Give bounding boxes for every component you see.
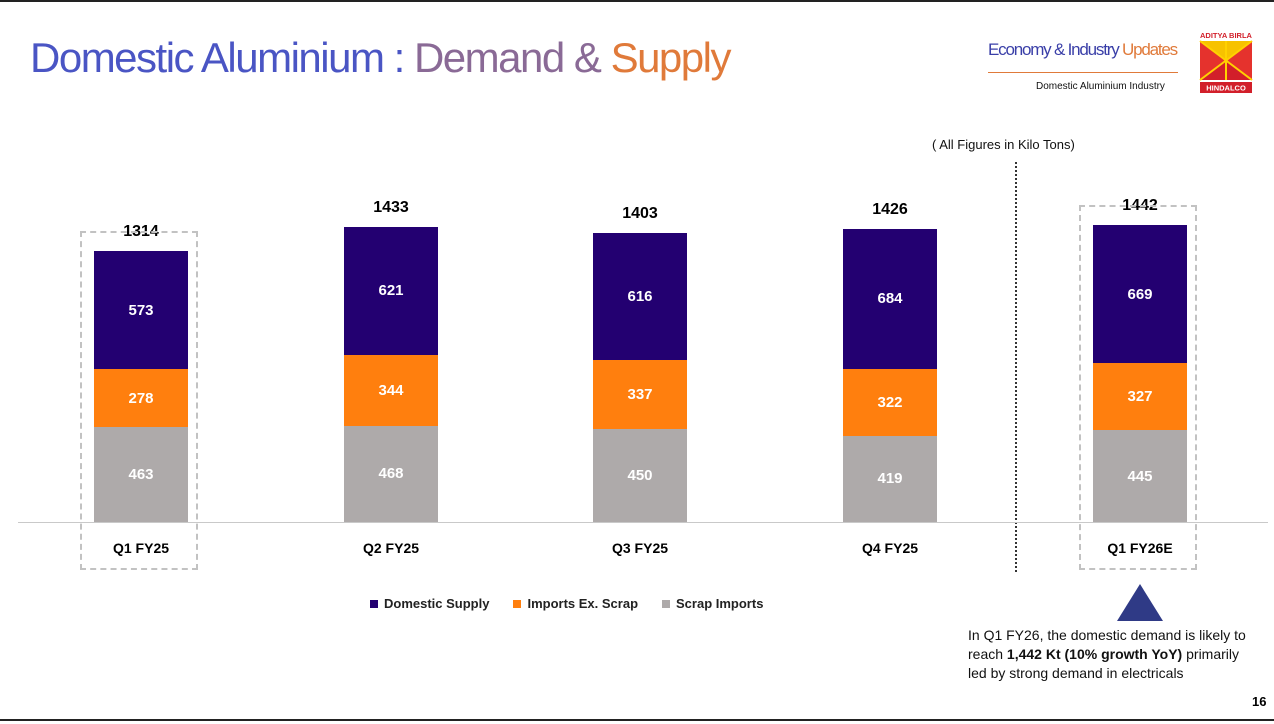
legend-label-imports-ex-scrap: Imports Ex. Scrap <box>527 596 639 611</box>
data-label-scrap-imports-q1-fy26e: 445 <box>1127 467 1153 485</box>
bar-scrap-imports-q1-fy26e: 445 <box>1093 430 1187 522</box>
bar-domestic-supply-q1-fy26e: 669 <box>1093 225 1187 363</box>
data-label-scrap-imports-q1-fy25: 463 <box>128 465 154 483</box>
x-axis-baseline <box>18 522 1268 523</box>
callout-text-after: primarily led by strong demand in electr… <box>968 646 1240 681</box>
econ-label-2: Updates <box>1122 40 1178 59</box>
total-label-q4-fy25: 1426 <box>872 200 908 218</box>
logo-text-top: ADITYA BIRLA <box>1200 31 1253 40</box>
data-label-domestic-supply-q3-fy25: 616 <box>627 287 653 305</box>
forecast-divider <box>1015 162 1017 572</box>
page-title: Domestic Aluminium : Demand & Supply <box>30 30 732 86</box>
data-label-domestic-supply-q4-fy25: 684 <box>877 290 903 308</box>
legend-label-domestic-supply: Domestic Supply <box>384 596 490 611</box>
total-label-q3-fy25: 1403 <box>622 205 658 223</box>
bar-scrap-imports-q1-fy25: 463 <box>94 426 188 522</box>
aditya-birla-logo: ADITYA BIRLA HINDALCO <box>1199 31 1253 93</box>
title-part-1: Domestic Aluminium : <box>30 34 414 81</box>
bar-scrap-imports-q3-fy25: 450 <box>593 429 687 522</box>
bar-imports-ex-scrap-q1-fy26e: 327 <box>1093 362 1187 431</box>
bar-scrap-imports-q2-fy25: 468 <box>344 425 438 522</box>
top-rule <box>0 0 1274 2</box>
chart-legend: Domestic Supply Imports Ex. Scrap Scrap … <box>370 596 763 611</box>
category-label-q1-fy25: Q1 FY25 <box>112 540 170 556</box>
bar-domestic-supply-q1-fy25: 573 <box>94 251 188 370</box>
industry-subtitle: Domestic Aluminium Industry <box>1036 81 1165 92</box>
data-label-domestic-supply-q2-fy25: 621 <box>378 282 404 300</box>
logo-text-bottom: HINDALCO <box>1206 84 1246 93</box>
legend-swatch-domestic-supply <box>370 599 378 608</box>
category-label-q4-fy25: Q4 FY25 <box>861 540 919 556</box>
highlight-box-q1-fy25 <box>80 231 198 570</box>
data-label-imports-ex-scrap-q1-fy26e: 327 <box>1127 388 1153 406</box>
legend-swatch-scrap-imports <box>662 599 671 608</box>
data-label-scrap-imports-q4-fy25: 419 <box>877 470 903 488</box>
legend-item-scrap-imports: Scrap Imports <box>662 596 763 611</box>
legend-swatch-imports-ex-scrap <box>513 599 522 608</box>
econ-underline <box>988 72 1178 73</box>
category-label-q3-fy25: Q3 FY25 <box>611 540 669 556</box>
page-number: 16 <box>1252 694 1267 709</box>
legend-label-scrap-imports: Scrap Imports <box>676 596 764 611</box>
data-label-scrap-imports-q3-fy25: 450 <box>627 467 653 485</box>
total-label-q2-fy25: 1433 <box>373 198 409 216</box>
bar-imports-ex-scrap-q1-fy25: 278 <box>94 369 188 427</box>
data-label-imports-ex-scrap-q2-fy25: 344 <box>378 381 404 399</box>
title-part-2: Demand & <box>413 34 611 81</box>
callout-text-bold: 1,442 Kt (10% growth YoY) <box>1006 646 1183 662</box>
economy-industry-updates: Economy & Industry Updates <box>988 40 1178 60</box>
econ-label-1: Economy & Industry <box>988 40 1123 59</box>
bar-domestic-supply-q4-fy25: 684 <box>843 228 937 370</box>
highlight-box-q1-fy26e <box>1079 205 1197 570</box>
title-part-3: Supply <box>610 34 732 81</box>
data-label-imports-ex-scrap-q4-fy25: 322 <box>877 394 903 412</box>
units-note: ( All Figures in Kilo Tons) <box>932 137 1075 152</box>
bar-domestic-supply-q2-fy25: 621 <box>344 226 438 355</box>
callout-pointer-triangle <box>1117 584 1163 621</box>
legend-item-domestic-supply: Domestic Supply <box>370 596 489 611</box>
bar-imports-ex-scrap-q4-fy25: 322 <box>843 369 937 436</box>
data-label-imports-ex-scrap-q1-fy25: 278 <box>128 389 154 407</box>
bar-domestic-supply-q3-fy25: 616 <box>593 233 687 360</box>
data-label-domestic-supply-q1-fy25: 573 <box>128 301 154 319</box>
data-label-domestic-supply-q1-fy26e: 669 <box>1127 285 1153 303</box>
callout-text-before: In Q1 FY26, the domestic demand is likel… <box>968 627 1246 662</box>
bar-imports-ex-scrap-q3-fy25: 337 <box>593 359 687 430</box>
legend-item-imports-ex-scrap: Imports Ex. Scrap <box>513 596 638 611</box>
data-label-scrap-imports-q2-fy25: 468 <box>378 465 404 483</box>
bar-imports-ex-scrap-q2-fy25: 344 <box>344 354 438 426</box>
callout-text: In Q1 FY26, the domestic demand is likel… <box>968 626 1252 683</box>
data-label-imports-ex-scrap-q3-fy25: 337 <box>627 386 653 404</box>
category-label-q1-fy26e: Q1 FY26E <box>1107 540 1173 556</box>
bottom-rule <box>0 719 1274 721</box>
bar-scrap-imports-q4-fy25: 419 <box>843 435 937 522</box>
category-label-q2-fy25: Q2 FY25 <box>362 540 420 556</box>
